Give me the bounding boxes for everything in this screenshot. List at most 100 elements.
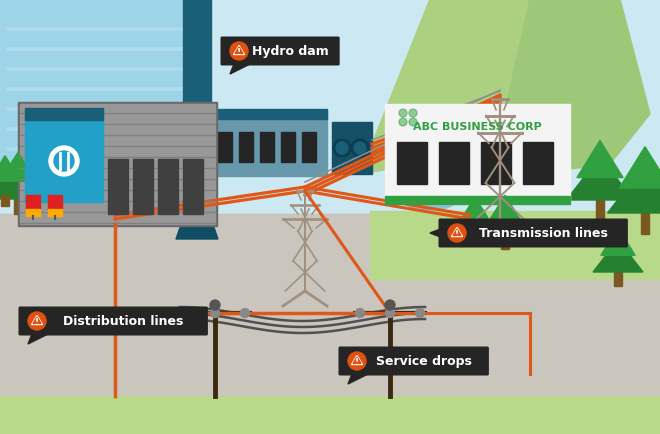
Text: !: ! xyxy=(455,230,459,238)
Polygon shape xyxy=(456,207,494,231)
Polygon shape xyxy=(232,45,246,57)
Polygon shape xyxy=(234,46,244,56)
Polygon shape xyxy=(608,165,660,214)
Circle shape xyxy=(230,43,248,61)
Polygon shape xyxy=(0,0,180,184)
Bar xyxy=(48,196,62,210)
Bar xyxy=(281,133,295,163)
Bar xyxy=(641,214,649,234)
Bar xyxy=(260,133,274,163)
FancyBboxPatch shape xyxy=(18,307,208,336)
Polygon shape xyxy=(0,153,36,182)
Circle shape xyxy=(54,151,74,171)
FancyBboxPatch shape xyxy=(339,347,489,376)
Circle shape xyxy=(49,147,79,177)
Bar xyxy=(183,0,211,220)
FancyBboxPatch shape xyxy=(438,219,628,248)
Bar xyxy=(0,396,660,434)
Text: Service drops: Service drops xyxy=(376,355,472,368)
Circle shape xyxy=(356,309,364,318)
Polygon shape xyxy=(453,230,461,236)
Circle shape xyxy=(180,309,189,318)
Bar xyxy=(218,133,232,163)
Bar xyxy=(471,231,479,243)
Circle shape xyxy=(28,312,46,330)
Polygon shape xyxy=(32,316,42,325)
Text: Distribution lines: Distribution lines xyxy=(63,315,183,328)
Circle shape xyxy=(416,309,424,318)
Circle shape xyxy=(211,309,220,318)
Bar xyxy=(26,196,40,210)
Polygon shape xyxy=(0,167,26,194)
Bar xyxy=(26,210,40,217)
Polygon shape xyxy=(430,230,440,237)
Circle shape xyxy=(348,352,366,370)
Bar xyxy=(18,103,217,227)
Polygon shape xyxy=(28,334,48,344)
Polygon shape xyxy=(462,197,488,219)
Bar xyxy=(397,143,427,184)
FancyBboxPatch shape xyxy=(220,37,340,66)
Circle shape xyxy=(399,119,407,127)
Bar xyxy=(596,201,604,220)
Polygon shape xyxy=(489,196,521,221)
Bar xyxy=(0,214,660,244)
Bar xyxy=(0,214,660,434)
Circle shape xyxy=(409,110,417,118)
Bar xyxy=(25,111,103,203)
Bar xyxy=(158,160,178,214)
Text: !: ! xyxy=(237,48,241,57)
Polygon shape xyxy=(0,165,44,200)
Polygon shape xyxy=(0,156,20,180)
Bar xyxy=(385,197,570,204)
Circle shape xyxy=(385,309,395,318)
Text: !: ! xyxy=(35,317,39,326)
Circle shape xyxy=(351,140,369,158)
Polygon shape xyxy=(577,141,623,178)
Bar xyxy=(212,110,327,120)
Bar xyxy=(133,160,153,214)
Bar xyxy=(14,200,22,214)
Polygon shape xyxy=(352,356,362,365)
Bar xyxy=(370,211,660,279)
Bar xyxy=(0,0,195,164)
Ellipse shape xyxy=(403,188,457,210)
Polygon shape xyxy=(348,374,368,384)
Bar xyxy=(20,105,215,224)
Bar xyxy=(614,273,622,286)
Polygon shape xyxy=(601,228,635,256)
Bar xyxy=(212,112,327,177)
Circle shape xyxy=(385,300,395,310)
Polygon shape xyxy=(30,314,44,326)
Bar xyxy=(523,143,553,184)
Bar xyxy=(1,194,9,207)
Text: !: ! xyxy=(355,357,359,366)
Polygon shape xyxy=(566,157,634,201)
Bar xyxy=(501,237,509,250)
Bar xyxy=(332,123,372,174)
Circle shape xyxy=(399,110,407,118)
Bar xyxy=(239,133,253,163)
Bar xyxy=(302,133,316,163)
Polygon shape xyxy=(451,228,463,237)
Polygon shape xyxy=(619,148,660,189)
Bar xyxy=(385,105,570,204)
Circle shape xyxy=(333,140,351,158)
Text: Hydro dam: Hydro dam xyxy=(251,46,329,58)
Polygon shape xyxy=(593,240,643,273)
Text: ABC BUSINESS CORP: ABC BUSINESS CORP xyxy=(413,122,542,132)
Circle shape xyxy=(240,309,249,318)
Polygon shape xyxy=(360,0,590,174)
Bar xyxy=(439,143,469,184)
Polygon shape xyxy=(235,48,243,54)
Polygon shape xyxy=(33,317,41,324)
Polygon shape xyxy=(353,357,361,364)
Circle shape xyxy=(448,224,466,243)
Bar xyxy=(481,143,511,184)
Circle shape xyxy=(354,143,366,155)
Bar xyxy=(25,109,103,121)
Polygon shape xyxy=(176,220,218,240)
Text: Transmission lines: Transmission lines xyxy=(478,227,608,240)
Circle shape xyxy=(210,300,220,310)
Polygon shape xyxy=(350,354,364,366)
